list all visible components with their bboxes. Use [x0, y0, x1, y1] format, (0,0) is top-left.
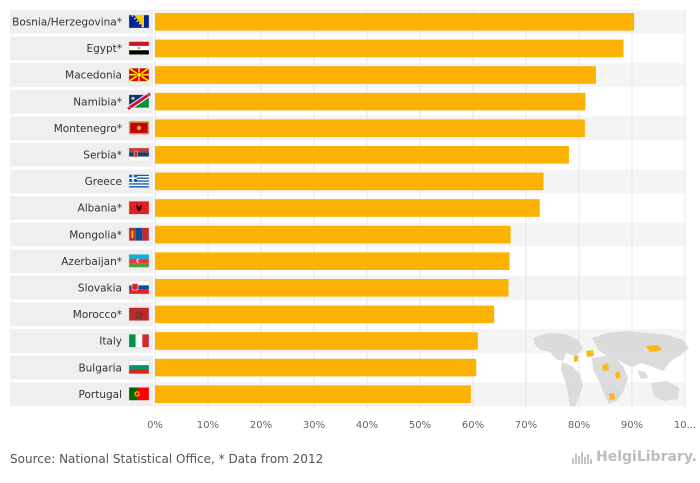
- x-tick-label: 0%: [147, 420, 163, 431]
- label-band: [10, 143, 153, 167]
- x-tick-label: 20%: [250, 420, 272, 431]
- bar-greece: [155, 172, 544, 191]
- azerbaijan-flag-icon: [128, 254, 150, 268]
- category-label: Slovakia: [78, 283, 122, 295]
- label-band: [10, 196, 153, 220]
- brand-logo: HelgiLibrary.: [572, 449, 697, 465]
- bar-morocco-: [155, 305, 495, 324]
- category-label: Greece: [85, 176, 122, 188]
- label-band: [10, 355, 153, 380]
- category-label: Albania*: [78, 203, 122, 215]
- bar-chart: Bosnia/Herzegovina* Egypt* Macedonia Namibi…: [10, 10, 696, 431]
- bar-portugal: [155, 385, 471, 403]
- bar-serbia-: [155, 146, 569, 164]
- label-band: [10, 249, 153, 273]
- slovakia-flag-icon: [128, 280, 150, 295]
- category-labels: Bosnia/Herzegovina* Egypt* Macedonia Namibi…: [12, 17, 122, 401]
- bar-slovakia: [155, 279, 509, 297]
- category-label: Namibia*: [73, 96, 122, 108]
- bar-azerbaijan-: [155, 252, 510, 270]
- category-label: Morocco*: [73, 309, 122, 321]
- flags: [126, 14, 152, 401]
- library-icon: [572, 450, 592, 464]
- bar-italy: [155, 332, 478, 350]
- bar-montenegro-: [155, 119, 585, 137]
- bar-mongolia-: [155, 225, 511, 244]
- bars: [155, 13, 635, 403]
- category-label: Bosnia/Herzegovina*: [12, 17, 122, 29]
- bar-bosnia-herzegovina-: [155, 13, 635, 31]
- category-label: Montenegro*: [54, 123, 122, 135]
- serbia-flag-icon: [128, 147, 150, 162]
- montenegro-flag-icon: [128, 121, 150, 135]
- label-band: [10, 169, 153, 194]
- category-label: Italy: [99, 336, 122, 348]
- label-band: [10, 276, 153, 300]
- category-label: Serbia*: [83, 150, 122, 162]
- x-tick-label: 10...: [674, 420, 696, 431]
- x-tick-label: 60%: [462, 420, 484, 431]
- greece-flag-icon: [128, 174, 150, 188]
- bar-namibia-: [155, 92, 586, 111]
- label-band: [10, 302, 153, 327]
- x-tick-label: 50%: [409, 420, 431, 431]
- source-note: Source: National Statistical Office, * D…: [10, 452, 324, 466]
- namibia-flag-icon: [126, 91, 152, 111]
- portugal-flag-icon: [128, 387, 150, 401]
- world-map-icon: [533, 331, 689, 407]
- label-band: [10, 10, 153, 34]
- bar-albania-: [155, 199, 540, 217]
- brand-name: HelgiLibrary.: [596, 449, 697, 465]
- category-label: Azerbaijan*: [61, 256, 122, 268]
- label-band: [10, 222, 153, 247]
- x-axis-ticks: 0% 10% 20% 30% 40% 50% 60% 70% 80% 90% 10...: [147, 420, 696, 431]
- egypt-flag-icon: [128, 41, 150, 55]
- morocco-flag-icon: [128, 307, 150, 321]
- label-band: [10, 63, 153, 87]
- label-band: [10, 382, 153, 406]
- x-tick-label: 90%: [621, 420, 643, 431]
- x-tick-label: 80%: [568, 420, 590, 431]
- label-band: [10, 329, 153, 353]
- label-band: [10, 116, 153, 140]
- category-label: Bulgaria: [78, 362, 122, 374]
- italy-flag-icon: [128, 334, 150, 348]
- bar-bulgaria: [155, 358, 477, 377]
- bosnia-flag-icon: [128, 14, 150, 29]
- category-label: Mongolia*: [69, 229, 122, 241]
- x-tick-label: 70%: [515, 420, 537, 431]
- label-band: [10, 36, 153, 61]
- bar-egypt-: [155, 39, 624, 58]
- x-tick-label: 40%: [356, 420, 378, 431]
- macedonia-flag-icon: [128, 67, 150, 82]
- x-tick-label: 10%: [197, 420, 219, 431]
- label-band: [10, 89, 153, 114]
- bar-macedonia: [155, 66, 596, 84]
- bulgaria-flag-icon: [128, 360, 150, 374]
- category-label: Macedonia: [65, 70, 122, 82]
- albania-flag-icon: [128, 200, 150, 215]
- x-tick-label: 30%: [303, 420, 325, 431]
- category-label: Portugal: [79, 389, 123, 401]
- mongolia-flag-icon: [128, 227, 150, 242]
- category-label: Egypt*: [86, 43, 122, 55]
